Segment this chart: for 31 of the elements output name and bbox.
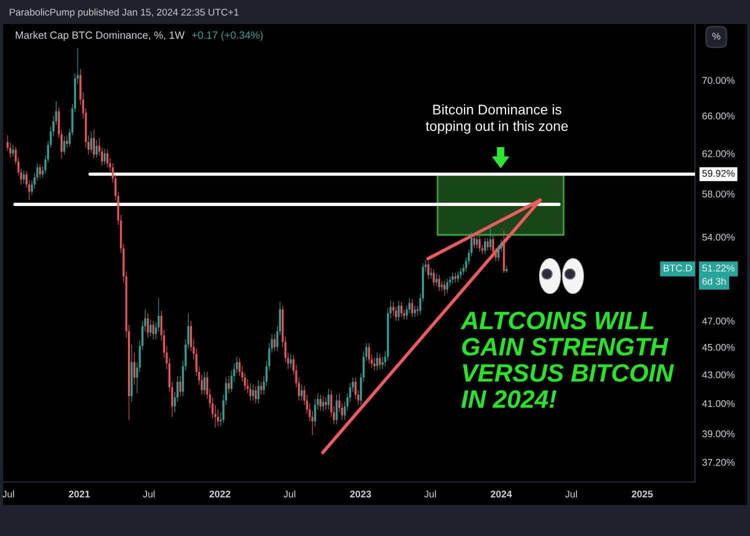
data-label: 59.92%: [702, 170, 735, 177]
text: ParabolicPump published Jan 15, 2024 22:35 UTC+1: [10, 8, 238, 18]
text: %: [712, 32, 720, 40]
text: 6d 3h: [702, 278, 726, 285]
x-tick-label: 2023: [350, 490, 372, 498]
y-tick-label: 62.00%: [702, 150, 735, 158]
y-tick-label: 37.20%: [702, 458, 735, 466]
annotation: Bitcoin Dominance is topping out in this zone: [426, 104, 568, 134]
y-tick-label: 54.00%: [702, 234, 735, 241]
x-tick-label: 2025: [632, 490, 653, 498]
x-tick-label: 2024: [490, 490, 512, 498]
y-tick-label: 45.00%: [702, 344, 735, 351]
annotation: ALTCOINS WILL GAIN STRENGTH VERSUS BITCOIN IN 2024!: [460, 312, 674, 408]
x-tick-label: 2022: [209, 490, 230, 498]
y-tick-label: 70.00%: [702, 76, 735, 84]
y-tick-label: 39.00%: [702, 430, 735, 438]
x-tick-label: Jul: [2, 490, 14, 498]
y-tick-label: 43.00%: [702, 371, 735, 378]
text: 51.22%: [702, 264, 735, 272]
text: Market Cap BTC Dominance, %, 1W: [16, 31, 185, 41]
y-tick-label: 47.00%: [702, 318, 735, 325]
x-tick-label: Jul: [142, 490, 155, 498]
y-tick-label: 66.00%: [702, 112, 735, 120]
x-tick-label: Jul: [284, 490, 296, 498]
x-tick-label: 2021: [68, 490, 90, 498]
y-tick-label: 41.00%: [702, 400, 735, 408]
x-tick-label: Jul: [424, 490, 436, 498]
x-tick-label: Jul: [565, 490, 577, 498]
annotation: BTC.D: [664, 264, 692, 272]
text: +0.17 (+0.34%): [192, 31, 263, 41]
y-tick-label: 58.00%: [702, 190, 735, 198]
